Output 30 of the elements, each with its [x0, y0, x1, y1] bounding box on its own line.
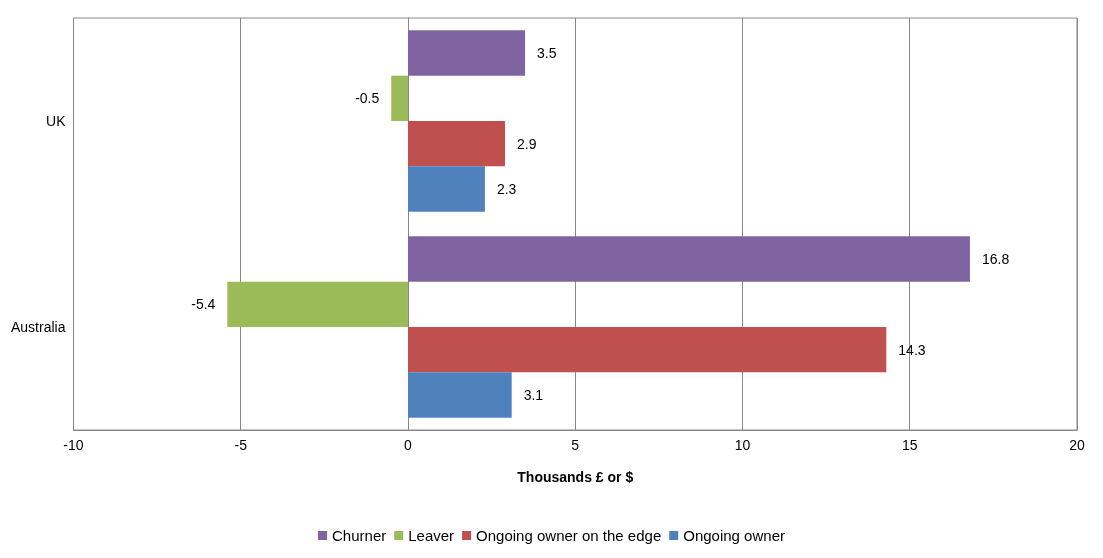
legend-label: Ongoing owner	[683, 527, 785, 544]
bar	[407, 30, 526, 76]
y-tick-label: UK	[46, 113, 67, 129]
data-label: 3.5	[537, 45, 557, 62]
bar	[407, 372, 512, 418]
x-tick-label: 15	[901, 437, 918, 453]
legend-label: Leaver	[408, 527, 455, 544]
x-tick-label: 20	[1069, 437, 1085, 453]
y-tick-label: Australia	[11, 319, 66, 335]
data-label: 14.3	[898, 341, 926, 358]
data-label: 16.8	[981, 251, 1010, 268]
x-tick-label: 10	[734, 437, 751, 453]
data-label: -0.5	[355, 90, 380, 107]
legend-label: Churner	[332, 527, 387, 544]
legend-label: Ongoing owner on the edge	[476, 527, 662, 544]
bar	[407, 166, 485, 212]
x-tick-label: -5	[234, 437, 248, 453]
data-label: 2.3	[496, 180, 517, 197]
x-axis-title: Thousands £ or $	[517, 469, 634, 485]
bar	[407, 236, 970, 282]
data-label: 3.1	[523, 386, 544, 403]
data-label: 2.9	[516, 135, 537, 152]
bar	[407, 121, 505, 167]
bar	[391, 75, 408, 121]
x-tick-label: 5	[571, 437, 580, 453]
bar	[227, 281, 408, 327]
data-label: -5.4	[191, 296, 216, 313]
x-tick-label: 0	[404, 437, 413, 453]
bar	[407, 327, 887, 373]
x-tick-label: -10	[63, 437, 84, 453]
